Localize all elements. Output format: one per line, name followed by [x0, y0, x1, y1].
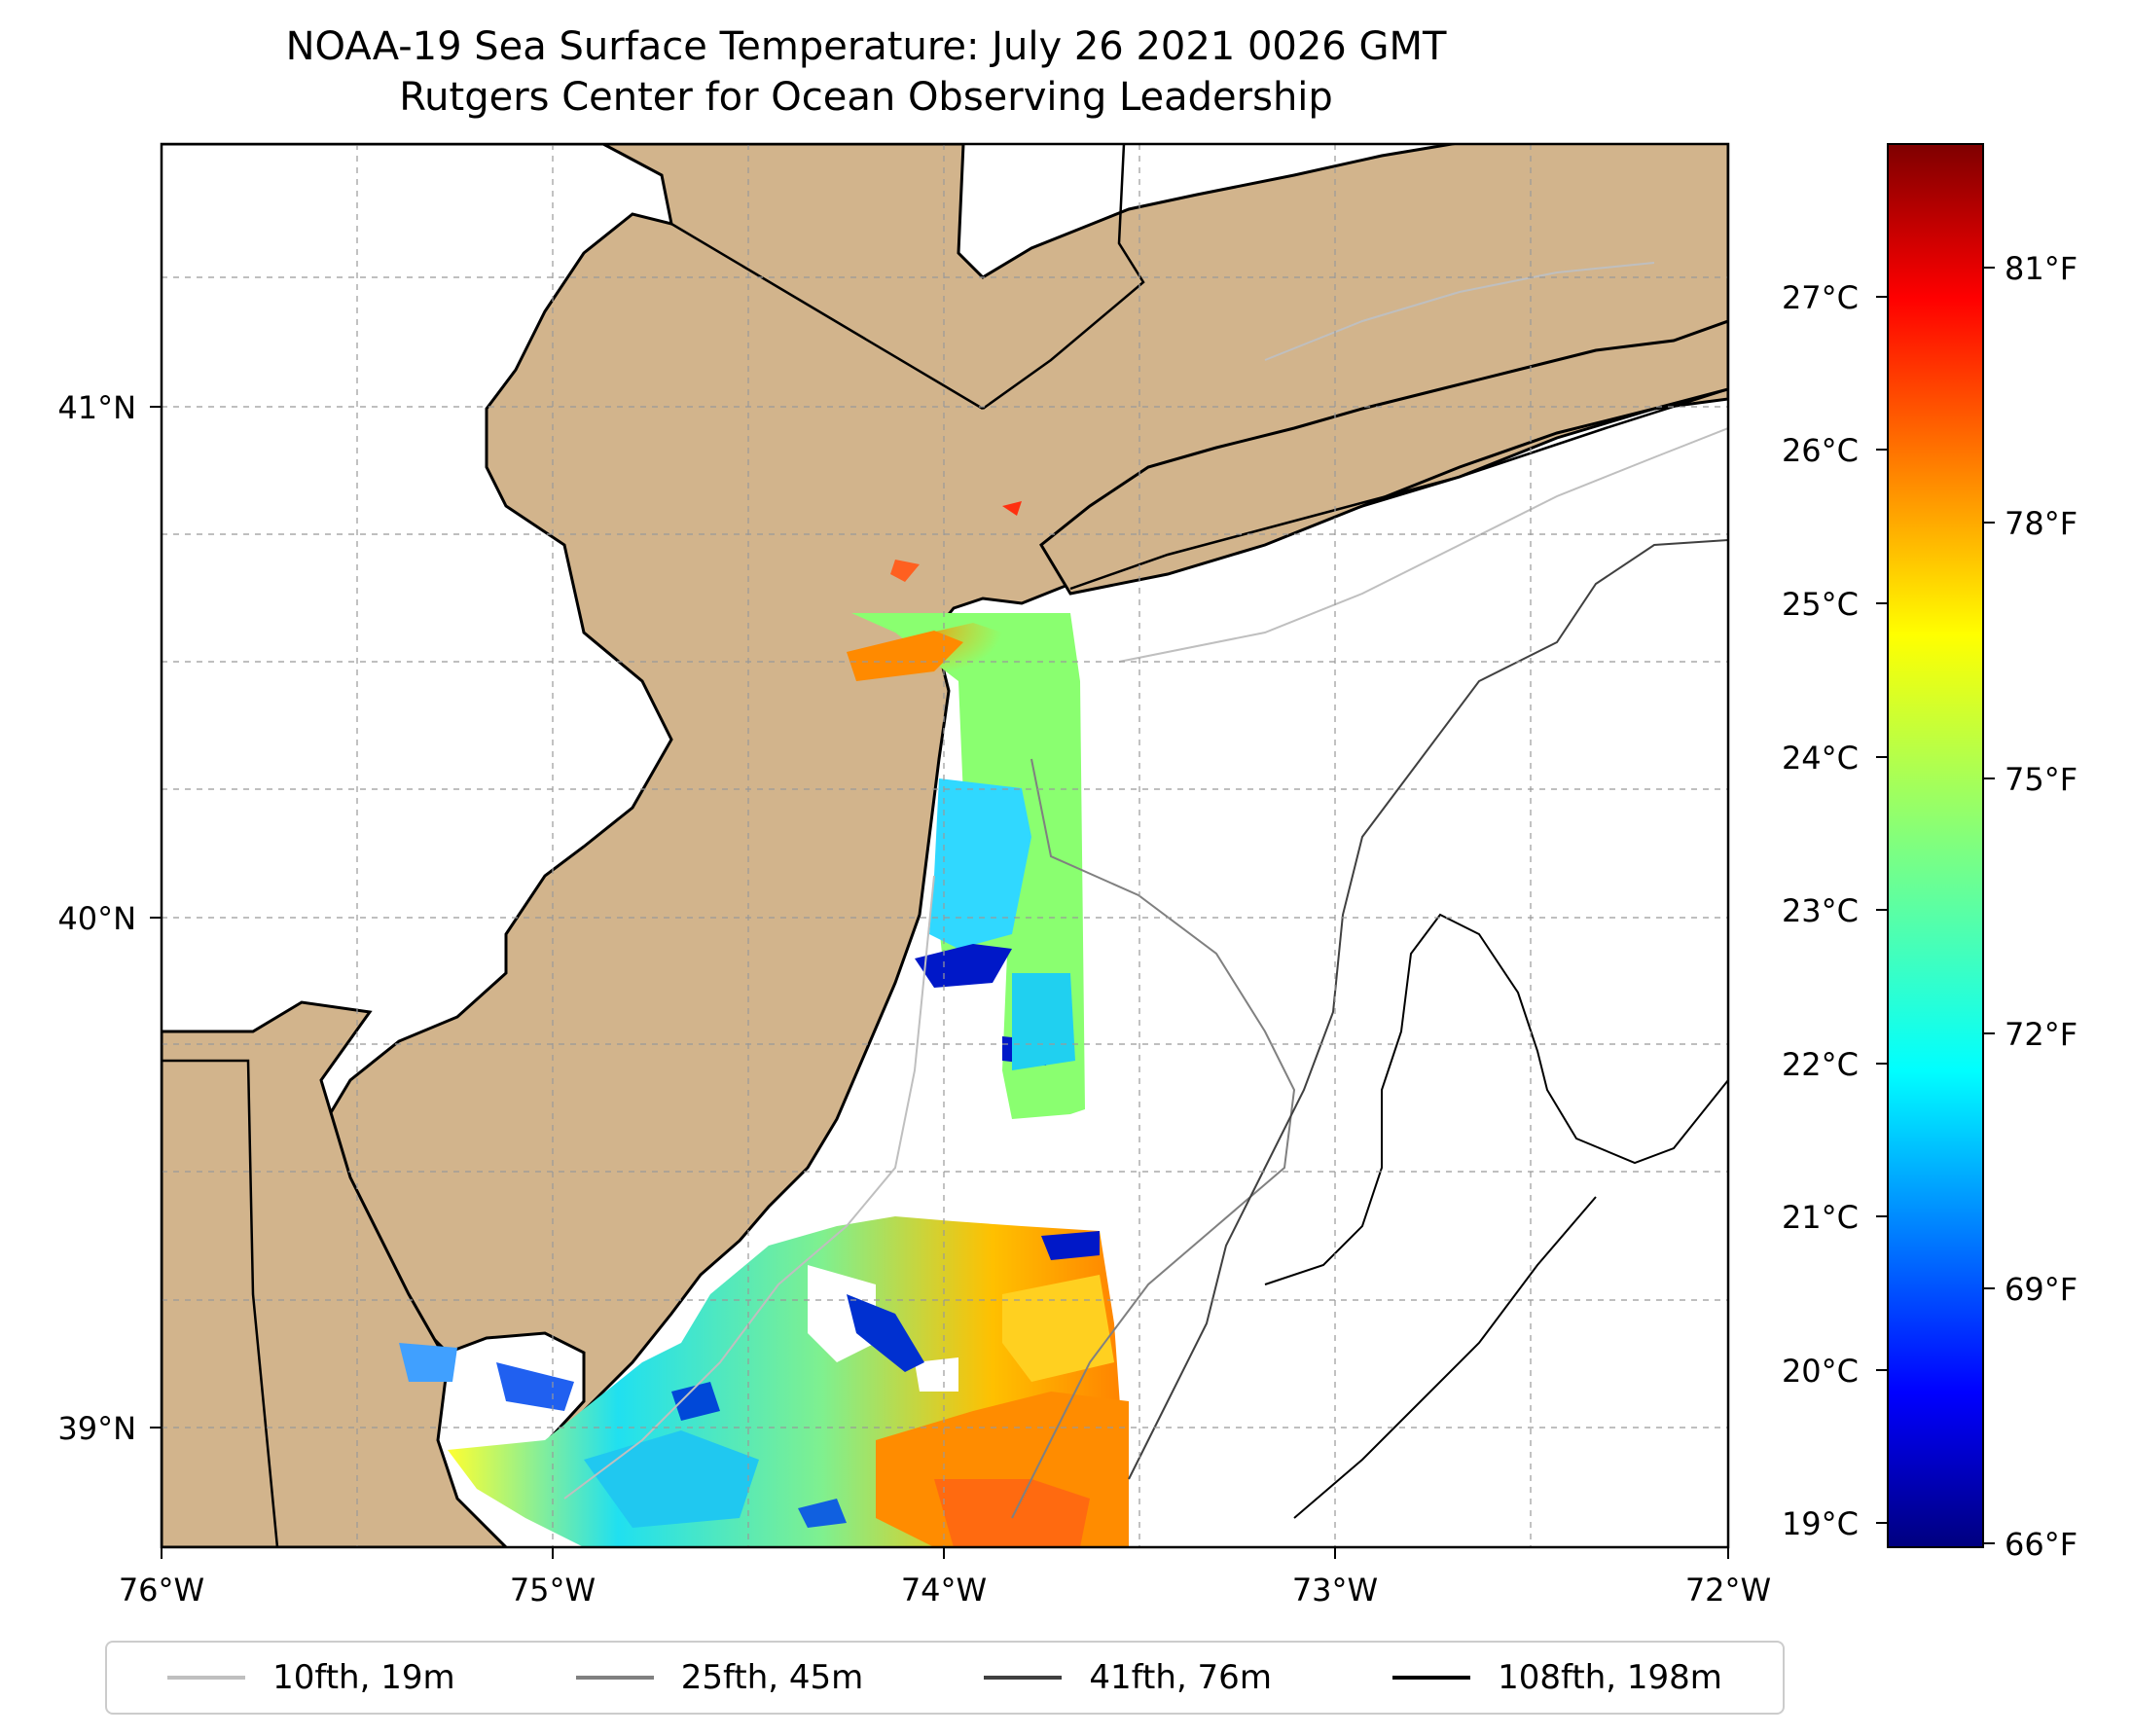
colorbar-fahrenheit-tick: 69°F [2005, 1271, 2078, 1308]
legend-label: 10fth, 19m [272, 1658, 455, 1697]
colorbar-celsius-tick: 20°C [1782, 1353, 1859, 1390]
gridlines [162, 144, 1728, 1547]
lat-tick-label: 40°N [57, 900, 136, 937]
axis-ticks [150, 406, 1729, 1559]
lat-tick-label: 39°N [57, 1410, 136, 1447]
colorbar: 27°C 26°C 25°C 24°C 23°C 22°C 21°C 20°C … [1782, 143, 2078, 1563]
state-border-pa-ny [982, 144, 1145, 411]
lon-tick-label: 74°W [901, 1572, 987, 1609]
colorbar-gradient [1887, 143, 1984, 1548]
legend-label: 108fth, 198m [1498, 1658, 1722, 1697]
contour-legend: 10fth, 19m 25fth, 45m 41fth, 76m 108fth,… [105, 1641, 1785, 1715]
colorbar-celsius-tick: 22°C [1782, 1046, 1859, 1083]
contour-108fth [1264, 913, 1728, 1285]
colorbar-celsius-tick: 24°C [1782, 740, 1859, 777]
state-border-de [162, 1059, 279, 1547]
legend-item-10fth: 10fth, 19m [167, 1658, 455, 1697]
legend-line-icon [575, 1676, 654, 1680]
colorbar-celsius-tick: 23°C [1782, 892, 1859, 929]
colorbar-celsius-tick: 21°C [1782, 1199, 1859, 1236]
legend-label: 25fth, 45m [680, 1658, 864, 1697]
colorbar-fahrenheit-tick: 75°F [2005, 761, 2078, 798]
contour-41fth [1128, 539, 1728, 1480]
lon-tick-label: 75°W [510, 1572, 596, 1609]
legend-item-25fth: 25fth, 45m [575, 1658, 864, 1697]
colorbar-fahrenheit-tick: 81°F [2005, 250, 2078, 287]
map-area [162, 144, 1728, 1547]
colorbar-fahrenheit-tick: 72°F [2005, 1016, 2078, 1053]
land-delaware [162, 1000, 509, 1547]
legend-line-icon [167, 1676, 246, 1680]
colorbar-celsius-tick: 27°C [1782, 279, 1859, 316]
sst-data [399, 501, 1129, 1547]
colorbar-celsius-tick: 19°C [1782, 1505, 1859, 1542]
colorbar-fahrenheit-tick: 66°F [2005, 1526, 2078, 1563]
legend-item-41fth: 41fth, 76m [984, 1658, 1272, 1697]
lon-tick-label: 76°W [119, 1572, 204, 1609]
lon-tick-label: 72°W [1685, 1572, 1771, 1609]
colorbar-fahrenheit-tick: 78°F [2005, 505, 2078, 542]
state-border-ny-nj [670, 222, 984, 411]
legend-label: 41fth, 76m [1089, 1658, 1272, 1697]
legend-line-icon [984, 1676, 1063, 1680]
contour-25fth [1011, 758, 1296, 1519]
map-title: NOAA-19 Sea Surface Temperature: July 26… [285, 24, 1447, 69]
legend-line-icon [1392, 1676, 1471, 1680]
legend-item-108fth: 108fth, 198m [1392, 1658, 1722, 1697]
map-subtitle: Rutgers Center for Ocean Observing Leade… [399, 75, 1333, 120]
lon-tick-label: 73°W [1292, 1572, 1378, 1609]
colorbar-celsius-tick: 25°C [1782, 586, 1859, 623]
colorbar-celsius-tick: 26°C [1782, 432, 1859, 469]
lat-tick-label: 41°N [57, 389, 136, 426]
